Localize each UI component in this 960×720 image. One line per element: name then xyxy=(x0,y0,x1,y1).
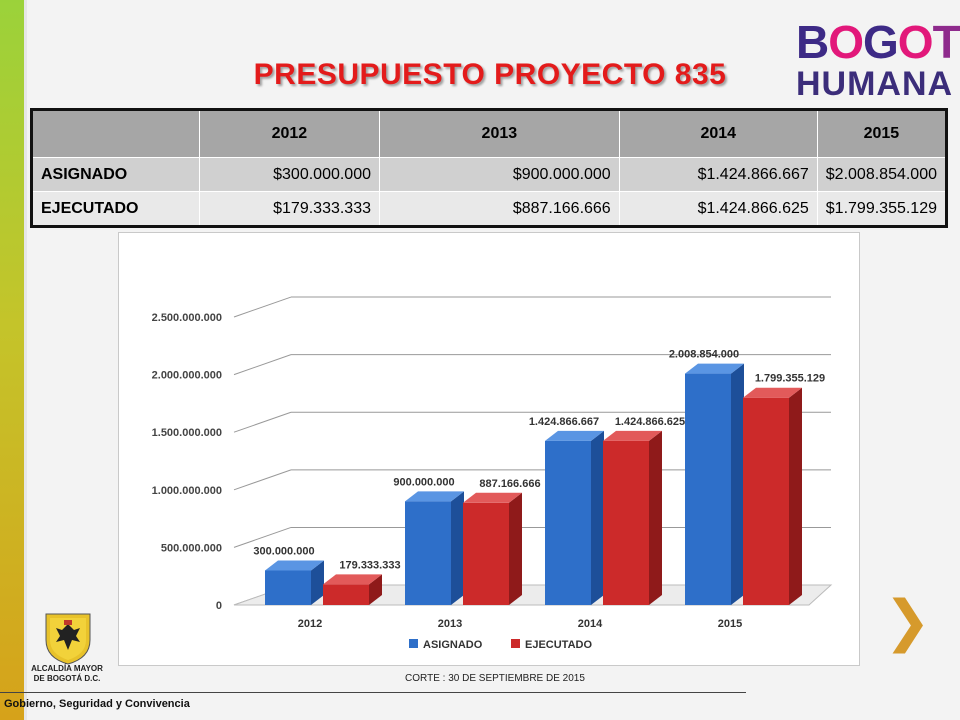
table-cell: $1.424.866.667 xyxy=(619,157,818,192)
cutoff-note: CORTE : 30 DE SEPTIEMBRE DE 2015 xyxy=(405,673,585,684)
legend-swatch xyxy=(409,639,418,648)
table-header-row: 2012 2013 2014 2015 xyxy=(31,109,948,158)
logo-line1: BOGOTÁ xyxy=(796,16,960,68)
table-cell: $300.000.000 xyxy=(199,157,381,192)
bar-top xyxy=(743,387,802,398)
table-header-cell: 2012 xyxy=(199,109,381,158)
y-tick-label: 1.000.000.000 xyxy=(152,485,222,497)
bar-side xyxy=(311,560,324,605)
bar-side xyxy=(369,574,382,605)
footer-divider xyxy=(0,692,746,693)
row-label: ASIGNADO xyxy=(31,157,200,192)
budget-table: 2012 2013 2014 2015 ASIGNADO $300.000.00… xyxy=(30,108,948,228)
bar-side xyxy=(731,363,744,605)
data-label: 1.799.355.129 xyxy=(755,373,825,385)
table-cell: $2.008.854.000 xyxy=(817,157,948,192)
bar-chart: 0 500.000.000 1.000.000.000 1.500.000.000 2.… xyxy=(118,232,860,666)
table-header-cell: 2015 xyxy=(817,109,948,158)
alcaldia-label: ALCALDÍA MAYOR DE BOGOTÁ D.C. xyxy=(22,664,112,684)
y-tick-label: 0 xyxy=(216,600,222,612)
table-cell: $900.000.000 xyxy=(379,157,620,192)
data-label: 2.008.854.000 xyxy=(669,349,739,361)
gridline xyxy=(233,526,292,548)
x-tick-label: 2013 xyxy=(438,618,462,630)
legend-label: ASIGNADO xyxy=(423,639,483,651)
y-tick-label: 500.000.000 xyxy=(161,542,222,554)
bar-chart-svg: 0 500.000.000 1.000.000.000 1.500.000.000 2.… xyxy=(152,296,833,651)
y-tick-label: 2.000.000.000 xyxy=(152,370,222,382)
y-tick-label: 1.500.000.000 xyxy=(152,427,222,439)
table-header-cell: 2014 xyxy=(619,109,818,158)
bogota-humana-logo: BOGOTÁ HUMANA xyxy=(796,16,960,108)
data-label: 900.000.000 xyxy=(393,476,454,488)
y-tick-label: 2.500.000.000 xyxy=(152,312,222,324)
bar-top xyxy=(603,430,662,441)
table-cell: $1.799.355.129 xyxy=(817,191,948,227)
gridline xyxy=(233,296,292,318)
bar-side xyxy=(591,430,604,605)
bar xyxy=(743,397,789,605)
table-row: EJECUTADO $179.333.333 $887.166.666 $1.4… xyxy=(31,191,948,227)
table-cell: $887.166.666 xyxy=(379,191,620,227)
legend-label: EJECUTADO xyxy=(525,639,592,651)
bar xyxy=(545,440,591,605)
coat-of-arms-icon xyxy=(40,610,96,666)
gridline xyxy=(233,354,292,376)
bar-side xyxy=(509,492,522,605)
data-label: 1.424.866.625 xyxy=(615,416,685,428)
x-tick-label: 2014 xyxy=(578,618,603,630)
logo-letter: G xyxy=(863,16,899,68)
data-label: 300.000.000 xyxy=(253,545,314,557)
slide-title: PRESUPUESTO PROYECTO 835 xyxy=(253,58,727,91)
bar-top xyxy=(405,491,464,502)
bar xyxy=(323,584,369,605)
table-row: ASIGNADO $300.000.000 $900.000.000 $1.42… xyxy=(31,157,948,192)
bar-top xyxy=(685,363,744,374)
chevron-right-icon[interactable]: ❯ xyxy=(884,589,931,654)
gridline xyxy=(233,411,292,433)
data-label: 887.166.666 xyxy=(479,478,540,490)
alcaldia-line1: ALCALDÍA MAYOR xyxy=(31,664,103,673)
bar-side xyxy=(789,387,802,605)
data-label: 1.424.866.667 xyxy=(529,416,599,428)
gridline xyxy=(233,469,292,491)
x-tick-label: 2012 xyxy=(298,618,322,630)
logo-letter: T xyxy=(932,16,960,68)
table-cell: $179.333.333 xyxy=(199,191,381,227)
bar xyxy=(603,440,649,605)
logo-line2: HUMANA xyxy=(796,65,954,103)
left-accent-bar xyxy=(0,0,27,720)
bar-top xyxy=(323,574,382,585)
bar xyxy=(265,570,311,605)
table-header-cell xyxy=(31,109,200,158)
bar-top xyxy=(463,492,522,503)
x-tick-label: 2015 xyxy=(718,618,742,630)
bar-side xyxy=(649,430,662,605)
bar-side xyxy=(451,491,464,605)
bar xyxy=(685,373,731,605)
bar xyxy=(405,501,451,605)
bar xyxy=(463,502,509,605)
footer-text: Gobierno, Seguridad y Convivencia xyxy=(4,698,190,710)
bar-top xyxy=(545,430,604,441)
table-cell: $1.424.866.625 xyxy=(619,191,818,227)
table-header-cell: 2013 xyxy=(379,109,620,158)
logo-letter: B xyxy=(796,16,829,68)
logo-letter: O xyxy=(828,16,864,68)
logo-letter: O xyxy=(897,16,934,68)
alcaldia-line2: DE BOGOTÁ D.C. xyxy=(33,674,101,683)
legend-swatch xyxy=(511,639,520,648)
bar-top xyxy=(265,560,324,571)
row-label: EJECUTADO xyxy=(31,191,200,227)
data-label: 179.333.333 xyxy=(339,559,400,571)
